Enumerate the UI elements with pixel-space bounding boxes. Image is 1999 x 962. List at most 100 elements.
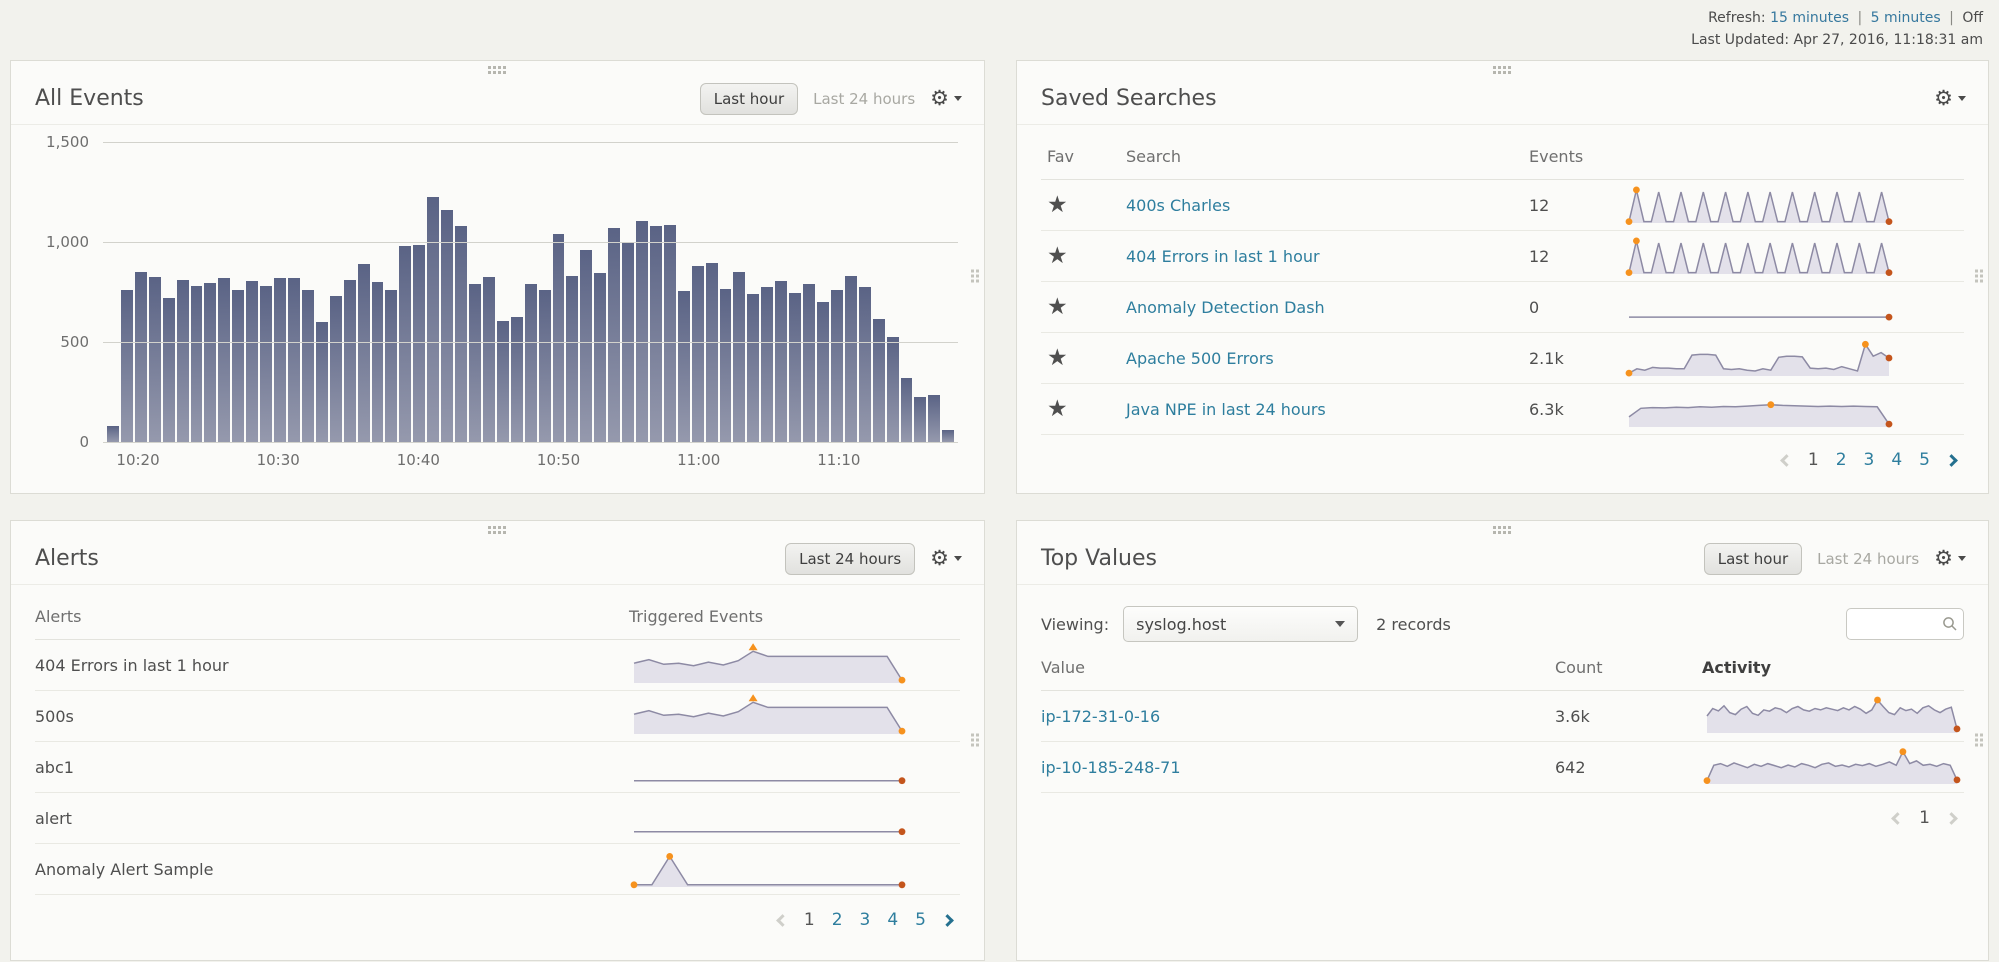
event-bar[interactable]: [162, 298, 175, 442]
pagination-page-2[interactable]: 2: [1835, 450, 1847, 470]
pagination-page-1[interactable]: 1: [1919, 808, 1930, 828]
pagination-next-icon[interactable]: [941, 913, 954, 927]
top-value-link[interactable]: ip-10-185-248-71: [1041, 757, 1181, 777]
event-bar[interactable]: [914, 397, 927, 442]
favorite-star-icon[interactable]: ★: [1041, 397, 1126, 421]
event-bar[interactable]: [747, 294, 760, 442]
event-bar[interactable]: [928, 395, 941, 442]
panel-settings-button[interactable]: ⚙: [1934, 88, 1966, 109]
pagination-prev-icon[interactable]: [1891, 811, 1905, 825]
event-bar[interactable]: [719, 289, 732, 442]
panel-settings-button[interactable]: ⚙: [930, 88, 962, 109]
resize-handle-icon[interactable]: [1975, 733, 1985, 748]
pagination-next-icon[interactable]: [1945, 811, 1958, 825]
event-bar[interactable]: [441, 210, 454, 442]
event-bar[interactable]: [594, 273, 607, 442]
event-bar[interactable]: [287, 278, 300, 442]
event-bar[interactable]: [775, 281, 788, 442]
resize-handle-icon[interactable]: [971, 269, 981, 285]
event-bar[interactable]: [148, 277, 161, 442]
event-bar[interactable]: [260, 286, 273, 442]
event-bar[interactable]: [329, 296, 342, 442]
event-bar[interactable]: [524, 284, 537, 442]
favorite-star-icon[interactable]: ★: [1041, 193, 1126, 217]
event-bar[interactable]: [636, 221, 648, 442]
viewing-field-select[interactable]: syslog.host: [1123, 606, 1359, 642]
event-bar[interactable]: [705, 263, 718, 442]
event-bar[interactable]: [190, 286, 203, 442]
event-bar[interactable]: [134, 272, 147, 442]
event-bar[interactable]: [900, 378, 913, 442]
time-toggle-last-hour[interactable]: Last hour: [699, 82, 799, 115]
saved-search-link[interactable]: 404 Errors in last 1 hour: [1126, 246, 1320, 266]
event-bar[interactable]: [872, 319, 885, 442]
event-bar[interactable]: [942, 430, 955, 442]
pagination-next-icon[interactable]: [1945, 453, 1958, 467]
event-bar[interactable]: [427, 197, 440, 442]
event-bar[interactable]: [399, 246, 412, 442]
top-value-link[interactable]: ip-172-31-0-16: [1041, 706, 1161, 726]
favorite-star-icon[interactable]: ★: [1041, 346, 1126, 370]
event-bar[interactable]: [455, 226, 467, 442]
pagination-prev-icon[interactable]: [775, 913, 789, 927]
event-bar[interactable]: [677, 291, 690, 442]
event-bar[interactable]: [608, 228, 621, 442]
event-bar[interactable]: [482, 277, 495, 442]
panel-settings-button[interactable]: ⚙: [930, 548, 962, 569]
resize-handle-icon[interactable]: [1975, 269, 1985, 285]
event-bar[interactable]: [301, 290, 314, 442]
time-toggle-last-24-hours[interactable]: Last 24 hours: [813, 89, 916, 108]
saved-search-link[interactable]: Java NPE in last 24 hours: [1126, 399, 1326, 419]
event-bar[interactable]: [649, 226, 662, 442]
event-bar[interactable]: [120, 290, 133, 442]
event-bar[interactable]: [107, 426, 119, 442]
pagination-page-3[interactable]: 3: [1863, 450, 1875, 470]
event-bar[interactable]: [232, 290, 245, 442]
event-bar[interactable]: [468, 284, 481, 442]
pagination-page-5[interactable]: 5: [1919, 450, 1930, 470]
event-bar[interactable]: [566, 276, 579, 442]
event-bar[interactable]: [204, 283, 217, 442]
refresh-15-link[interactable]: 15 minutes: [1770, 10, 1850, 26]
event-bar[interactable]: [803, 284, 816, 442]
event-bar[interactable]: [830, 290, 843, 442]
resize-handle-icon[interactable]: [971, 733, 981, 748]
event-bar[interactable]: [580, 250, 593, 442]
event-bar[interactable]: [315, 322, 328, 442]
event-bar[interactable]: [343, 280, 356, 442]
drag-handle-icon[interactable]: [1492, 66, 1513, 76]
drag-handle-icon[interactable]: [487, 526, 508, 536]
event-bar[interactable]: [733, 272, 746, 442]
saved-search-link[interactable]: Apache 500 Errors: [1126, 348, 1274, 368]
pagination-page-3[interactable]: 3: [859, 910, 871, 930]
event-bar[interactable]: [886, 337, 899, 442]
event-bar[interactable]: [817, 302, 829, 442]
pagination-page-1[interactable]: 1: [803, 910, 815, 930]
event-bar[interactable]: [663, 225, 676, 442]
event-bar[interactable]: [357, 264, 370, 442]
event-bar[interactable]: [844, 276, 857, 442]
pagination-page-2[interactable]: 2: [831, 910, 843, 930]
pagination-page-4[interactable]: 4: [887, 910, 899, 930]
refresh-off-option[interactable]: Off: [1962, 10, 1983, 26]
drag-handle-icon[interactable]: [487, 66, 508, 76]
pagination-page-4[interactable]: 4: [1891, 450, 1903, 470]
event-bar[interactable]: [858, 287, 871, 442]
event-bar[interactable]: [789, 293, 802, 442]
favorite-star-icon[interactable]: ★: [1041, 295, 1126, 319]
event-bar[interactable]: [538, 290, 551, 442]
event-bar[interactable]: [552, 234, 565, 442]
event-bar[interactable]: [413, 245, 426, 442]
event-bar[interactable]: [385, 290, 398, 442]
favorite-star-icon[interactable]: ★: [1041, 244, 1126, 268]
saved-search-link[interactable]: 400s Charles: [1126, 195, 1231, 215]
panel-settings-button[interactable]: ⚙: [1934, 548, 1966, 569]
event-bar[interactable]: [246, 281, 259, 442]
drag-handle-icon[interactable]: [1492, 526, 1513, 536]
event-bar[interactable]: [496, 321, 509, 442]
time-toggle-last-hour[interactable]: Last hour: [1703, 542, 1803, 575]
time-toggle-last-24-hours[interactable]: Last 24 hours: [1817, 549, 1920, 568]
event-bar[interactable]: [218, 278, 231, 442]
event-bar[interactable]: [510, 317, 523, 442]
pagination-page-5[interactable]: 5: [915, 910, 926, 930]
